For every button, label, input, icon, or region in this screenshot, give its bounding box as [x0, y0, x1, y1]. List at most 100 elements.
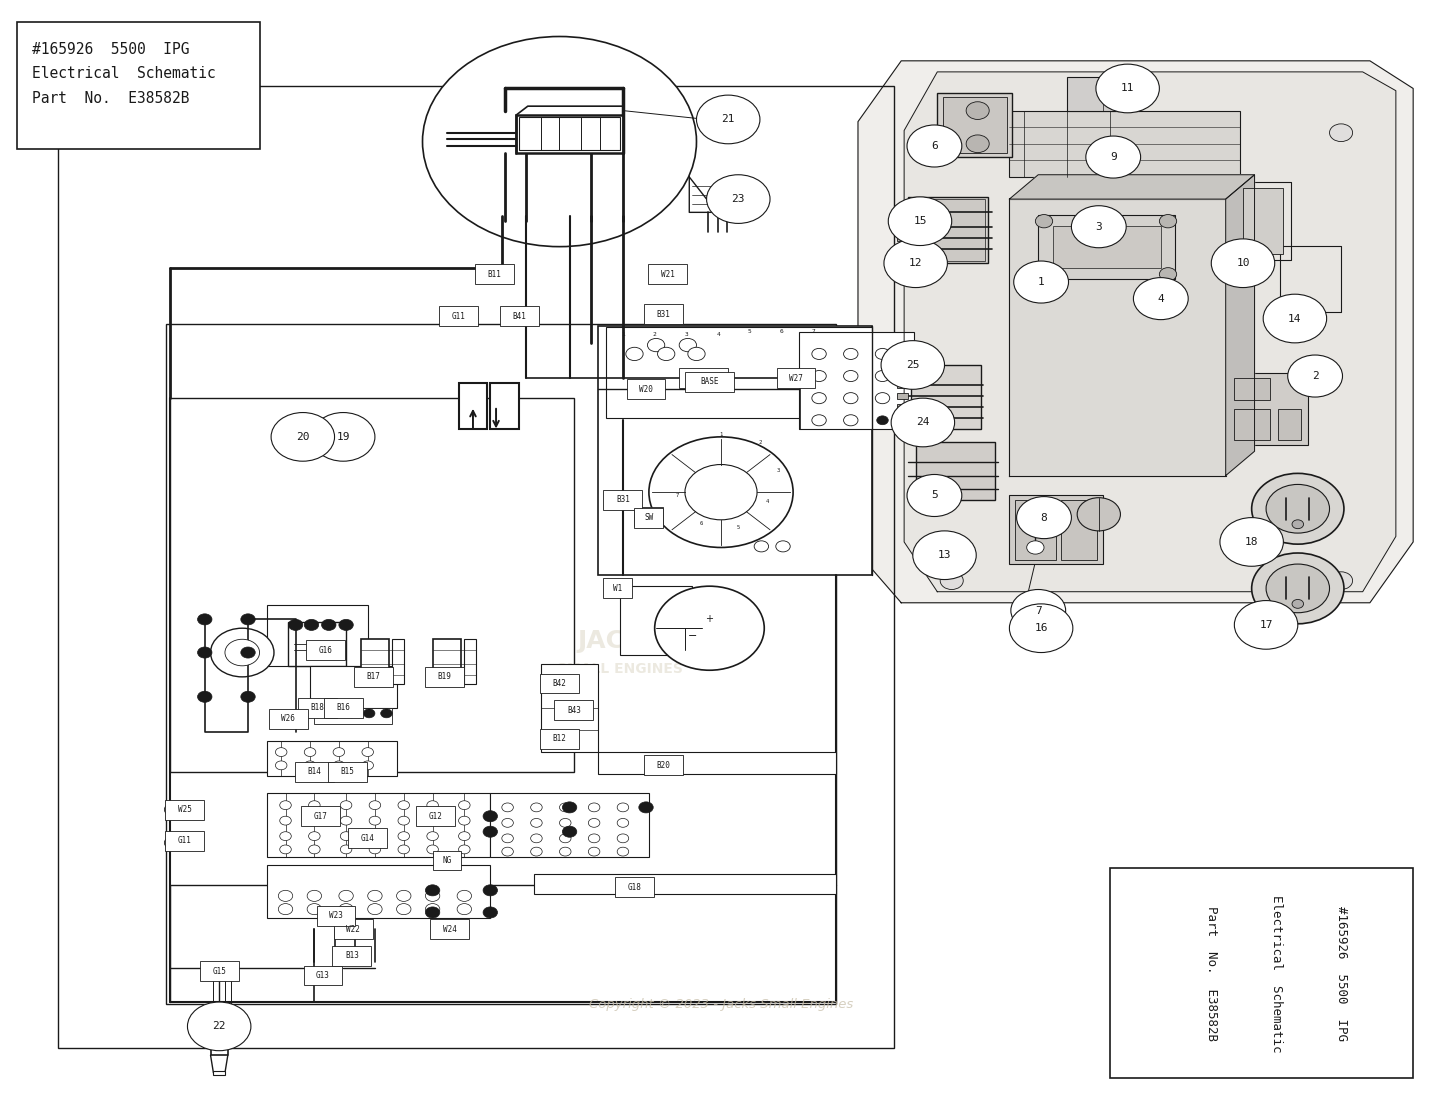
Bar: [1278, 409, 1301, 440]
Bar: [1229, 373, 1308, 445]
Circle shape: [812, 393, 826, 404]
Circle shape: [164, 803, 182, 816]
Circle shape: [1211, 239, 1275, 288]
Circle shape: [198, 691, 212, 702]
Circle shape: [891, 398, 955, 447]
Circle shape: [707, 175, 770, 223]
Circle shape: [1292, 520, 1304, 529]
Bar: [267, 741, 397, 776]
Bar: [464, 639, 476, 684]
Circle shape: [812, 415, 826, 426]
Text: 3: 3: [685, 332, 688, 336]
Text: 5: 5: [748, 330, 751, 334]
Circle shape: [457, 890, 472, 901]
Bar: [897, 382, 908, 388]
Text: #165926  5500  IPG: #165926 5500 IPG: [1334, 906, 1348, 1041]
Bar: [323, 698, 363, 718]
Circle shape: [459, 845, 470, 854]
Bar: [433, 851, 461, 870]
Text: B12: B12: [552, 734, 567, 743]
Text: 2: 2: [758, 440, 761, 445]
Text: 6: 6: [932, 140, 937, 152]
Circle shape: [425, 890, 440, 901]
Bar: [606, 327, 872, 418]
Circle shape: [559, 834, 571, 843]
Bar: [327, 762, 366, 782]
Bar: [645, 304, 684, 324]
Circle shape: [1133, 278, 1188, 320]
Text: 22: 22: [212, 1021, 226, 1032]
Circle shape: [307, 890, 322, 901]
Circle shape: [187, 1002, 251, 1051]
Text: 18: 18: [1244, 536, 1259, 547]
Bar: [603, 578, 632, 598]
Text: SW: SW: [645, 513, 653, 522]
Bar: [268, 709, 307, 729]
Circle shape: [776, 541, 790, 552]
Text: G14: G14: [360, 834, 375, 843]
Bar: [459, 383, 487, 429]
Text: 14: 14: [1288, 313, 1302, 324]
Text: B19: B19: [437, 672, 451, 681]
Text: B31: B31: [616, 495, 630, 504]
Circle shape: [198, 614, 212, 625]
Circle shape: [427, 832, 438, 841]
Circle shape: [913, 531, 976, 580]
Circle shape: [1292, 599, 1304, 608]
Text: Part  No.  E38582B: Part No. E38582B: [32, 91, 189, 106]
Circle shape: [309, 832, 320, 841]
Bar: [288, 622, 346, 666]
Circle shape: [907, 474, 962, 517]
Bar: [916, 442, 995, 500]
Text: 17: 17: [1259, 619, 1273, 630]
Circle shape: [483, 907, 497, 918]
Bar: [170, 398, 574, 772]
Circle shape: [241, 647, 255, 658]
Circle shape: [368, 904, 382, 915]
Circle shape: [1266, 484, 1330, 533]
Text: Electrical  Schematic: Electrical Schematic: [1269, 895, 1283, 1052]
Bar: [598, 752, 836, 774]
Bar: [645, 755, 684, 775]
Bar: [911, 365, 981, 429]
Circle shape: [398, 832, 410, 841]
Circle shape: [198, 647, 212, 658]
Text: Electrical  Schematic: Electrical Schematic: [32, 66, 215, 82]
Circle shape: [844, 371, 858, 382]
Circle shape: [368, 890, 382, 901]
Circle shape: [304, 619, 319, 630]
Circle shape: [1330, 572, 1353, 589]
Circle shape: [340, 801, 352, 810]
Text: 7: 7: [1035, 605, 1041, 616]
Text: B14: B14: [307, 768, 322, 776]
Bar: [799, 332, 914, 429]
Circle shape: [280, 801, 291, 810]
Text: B41: B41: [512, 312, 526, 321]
Bar: [317, 906, 355, 926]
Circle shape: [502, 803, 513, 812]
Circle shape: [381, 709, 392, 718]
Circle shape: [1071, 206, 1126, 248]
Circle shape: [423, 36, 696, 247]
Text: SW: SW: [645, 512, 653, 521]
Circle shape: [427, 845, 438, 854]
Circle shape: [1220, 518, 1283, 566]
Circle shape: [1159, 215, 1177, 228]
Bar: [1061, 500, 1097, 560]
Polygon shape: [1009, 175, 1255, 199]
Bar: [937, 93, 1012, 157]
Text: 12: 12: [908, 258, 923, 269]
Bar: [360, 639, 389, 684]
Circle shape: [881, 341, 945, 389]
Circle shape: [339, 619, 353, 630]
Circle shape: [679, 338, 696, 352]
Circle shape: [398, 845, 410, 854]
Bar: [634, 508, 663, 528]
Circle shape: [1252, 553, 1344, 624]
Text: W27: W27: [789, 374, 803, 383]
Bar: [626, 379, 666, 399]
Bar: [1110, 868, 1413, 1078]
Text: B16: B16: [336, 703, 350, 712]
Circle shape: [363, 709, 375, 718]
Text: W22: W22: [346, 925, 360, 933]
